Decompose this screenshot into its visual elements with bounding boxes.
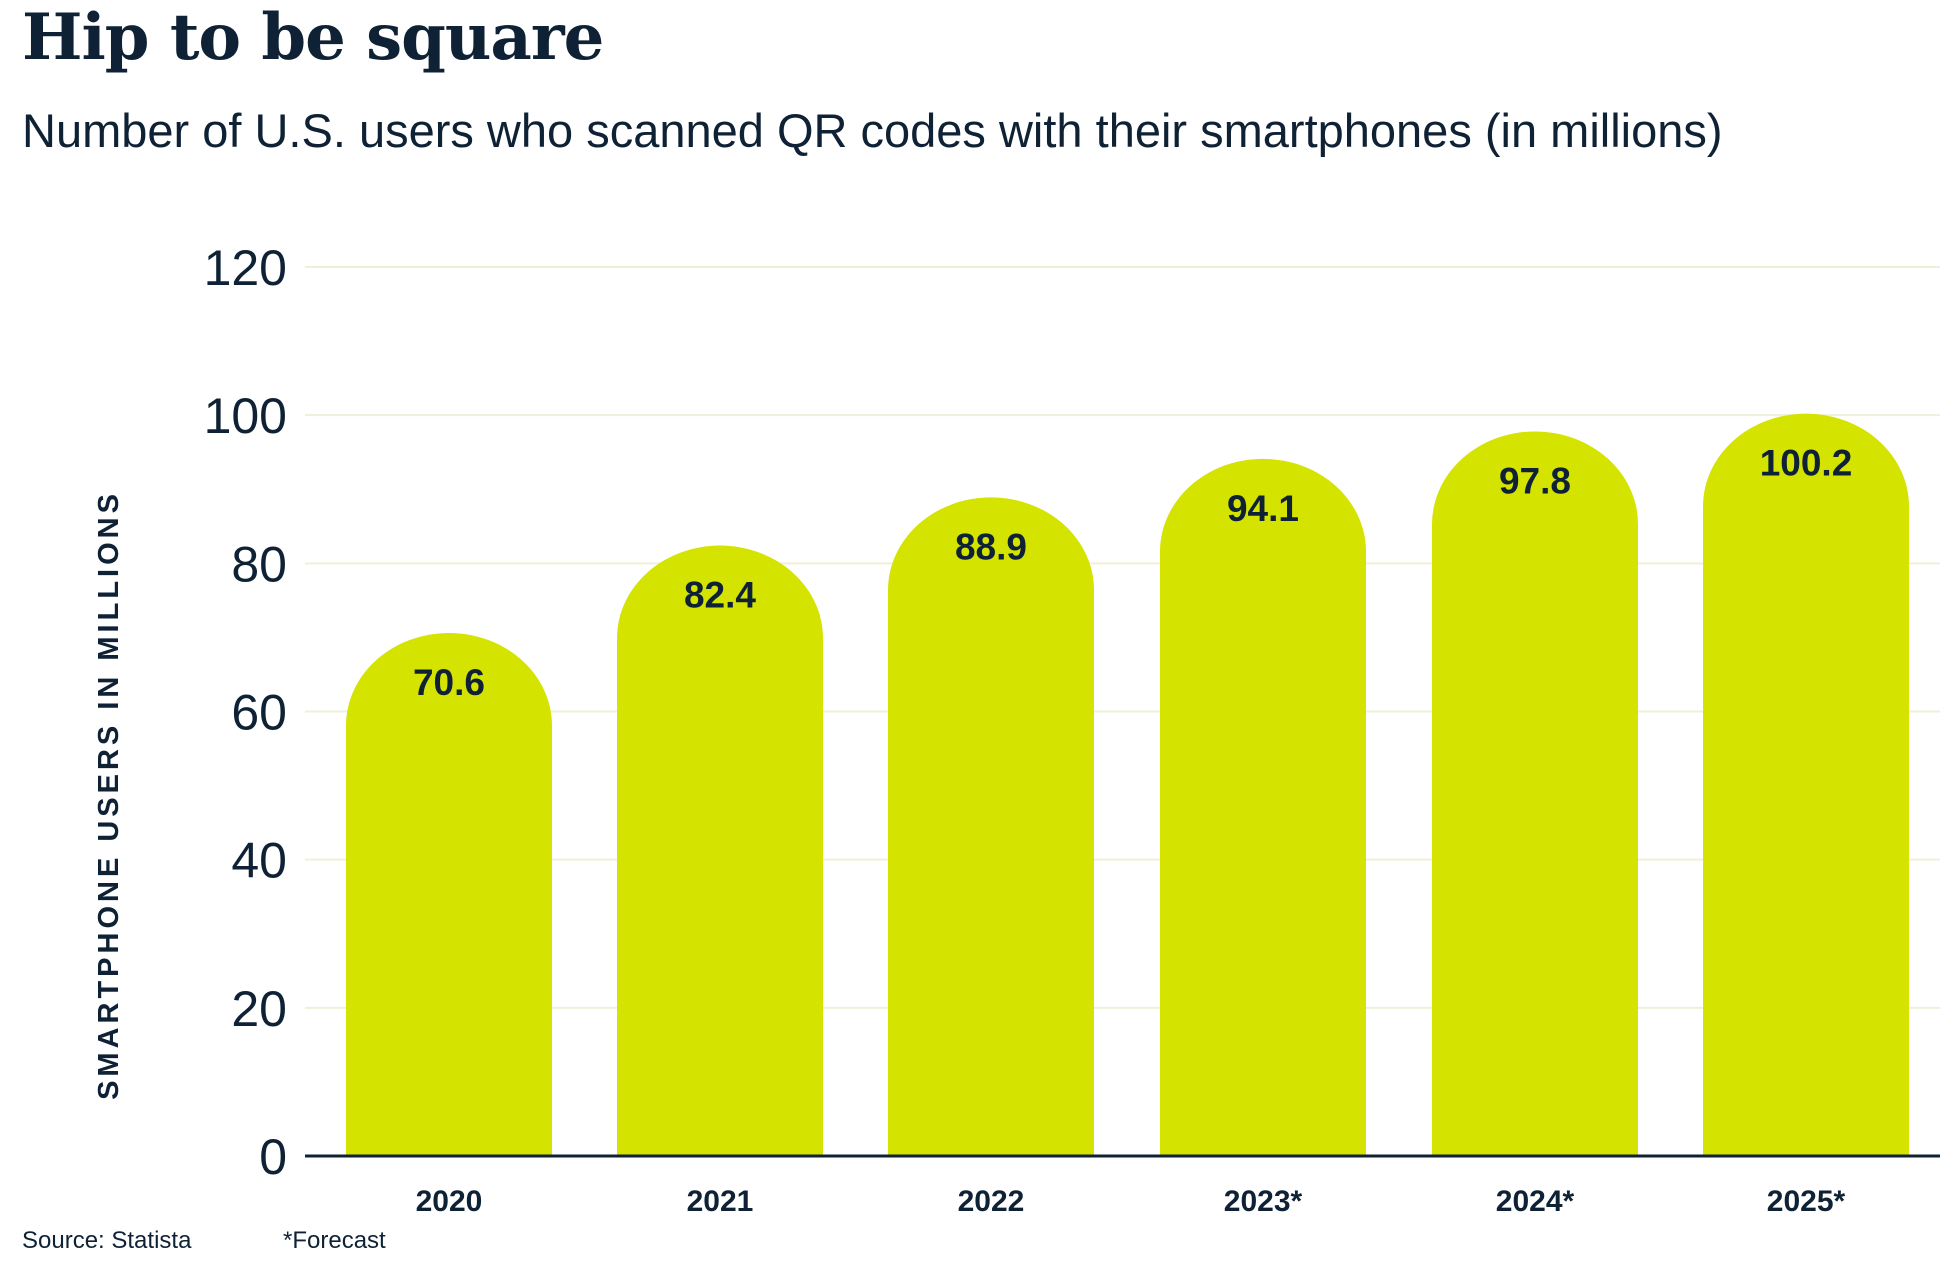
bar [617, 545, 823, 1156]
forecast-note: *Forecast [283, 1227, 386, 1254]
x-tick-label: 2021 [687, 1185, 754, 1218]
y-tick-label: 60 [231, 685, 287, 741]
data-label: 100.2 [1760, 443, 1853, 484]
y-tick-label: 0 [259, 1129, 287, 1185]
y-axis-label: SMARTPHONE USERS IN MILLIONS [93, 490, 125, 1100]
x-tick-label: 2022 [958, 1185, 1025, 1218]
bar [346, 632, 552, 1156]
data-label: 70.6 [413, 662, 485, 703]
source-note: Source: Statista [22, 1227, 192, 1254]
x-tick-label: 2025* [1767, 1185, 1846, 1218]
y-tick-label: 40 [231, 833, 287, 889]
data-label: 97.8 [1499, 460, 1571, 501]
x-tick-label: 2023* [1224, 1185, 1303, 1218]
y-tick-label: 80 [231, 536, 287, 592]
chart-title: Hip to be square [22, 0, 604, 75]
bar [1160, 458, 1366, 1156]
data-label: 82.4 [684, 575, 756, 616]
y-tick-label: 120 [204, 240, 287, 296]
bar [887, 497, 1094, 1157]
x-tick-label: 2020 [416, 1185, 483, 1218]
x-tick-label: 2024* [1496, 1185, 1575, 1218]
y-tick-label: 100 [204, 388, 287, 444]
bar [1703, 413, 1909, 1156]
chart-subtitle: Number of U.S. users who scanned QR code… [22, 104, 1723, 157]
bar [1432, 431, 1638, 1156]
y-tick-label: 20 [231, 981, 287, 1037]
data-label: 88.9 [955, 526, 1027, 567]
data-label: 94.1 [1227, 488, 1299, 529]
